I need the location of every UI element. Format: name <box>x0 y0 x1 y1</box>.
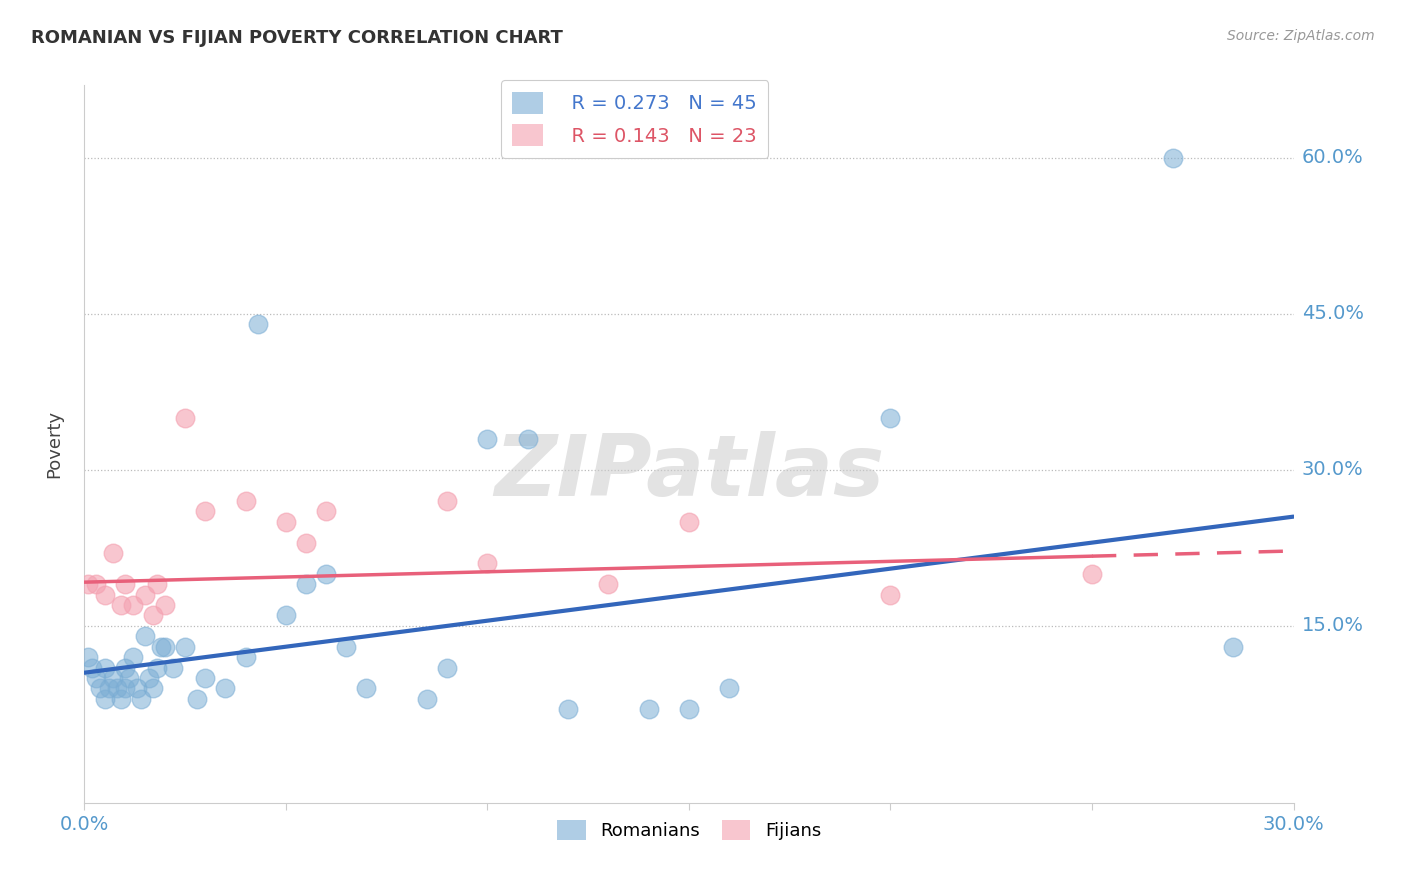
Point <box>678 702 700 716</box>
Text: ROMANIAN VS FIJIAN POVERTY CORRELATION CHART: ROMANIAN VS FIJIAN POVERTY CORRELATION C… <box>31 29 562 46</box>
Point <box>101 671 124 685</box>
Point <box>93 588 115 602</box>
Point <box>93 660 115 674</box>
Point <box>637 702 659 716</box>
Point <box>121 598 143 612</box>
Point <box>879 588 901 602</box>
Y-axis label: Poverty: Poverty <box>45 409 63 478</box>
Point <box>295 577 318 591</box>
Point <box>436 494 458 508</box>
Point <box>134 629 156 643</box>
Point <box>77 577 100 591</box>
Point <box>134 588 156 602</box>
Point <box>174 640 197 654</box>
Point <box>129 691 152 706</box>
Point <box>114 681 136 696</box>
Point <box>149 640 172 654</box>
Point <box>110 598 132 612</box>
Point <box>97 681 120 696</box>
Point <box>214 681 236 696</box>
Point <box>598 577 620 591</box>
Point <box>77 650 100 665</box>
Text: 60.0%: 60.0% <box>1302 148 1364 167</box>
Point <box>142 608 165 623</box>
Point <box>86 671 108 685</box>
Point <box>121 650 143 665</box>
Legend: Romanians, Fijians: Romanians, Fijians <box>550 813 828 847</box>
Point <box>718 681 741 696</box>
Point <box>477 432 499 446</box>
Point <box>153 598 176 612</box>
Point <box>274 515 297 529</box>
Text: ZIPatlas: ZIPatlas <box>494 431 884 514</box>
Point <box>678 515 700 529</box>
Point <box>1081 566 1104 581</box>
Point <box>101 546 124 560</box>
Point <box>315 566 337 581</box>
Point <box>879 410 901 425</box>
Point <box>114 577 136 591</box>
Point <box>315 504 337 518</box>
Text: 15.0%: 15.0% <box>1302 616 1364 635</box>
Text: Source: ZipAtlas.com: Source: ZipAtlas.com <box>1227 29 1375 43</box>
Point <box>356 681 378 696</box>
Point <box>246 317 269 331</box>
Point <box>194 504 217 518</box>
Point <box>93 691 115 706</box>
Point <box>235 650 257 665</box>
Point <box>295 535 318 549</box>
Point <box>146 577 169 591</box>
Point <box>125 681 148 696</box>
Point <box>416 691 439 706</box>
Point <box>138 671 160 685</box>
Point <box>114 660 136 674</box>
Point <box>477 557 499 571</box>
Point <box>186 691 208 706</box>
Point <box>89 681 111 696</box>
Point <box>110 691 132 706</box>
Text: 45.0%: 45.0% <box>1302 304 1364 323</box>
Point <box>194 671 217 685</box>
Point <box>516 432 538 446</box>
Point <box>274 608 297 623</box>
Point <box>335 640 357 654</box>
Point <box>557 702 579 716</box>
Point <box>174 410 197 425</box>
Point <box>1222 640 1244 654</box>
Point <box>118 671 141 685</box>
Point <box>153 640 176 654</box>
Point <box>142 681 165 696</box>
Point <box>86 577 108 591</box>
Point <box>82 660 104 674</box>
Point <box>436 660 458 674</box>
Point <box>162 660 184 674</box>
Point <box>146 660 169 674</box>
Point <box>1161 151 1184 165</box>
Point <box>235 494 257 508</box>
Text: 30.0%: 30.0% <box>1302 460 1364 479</box>
Point <box>105 681 128 696</box>
